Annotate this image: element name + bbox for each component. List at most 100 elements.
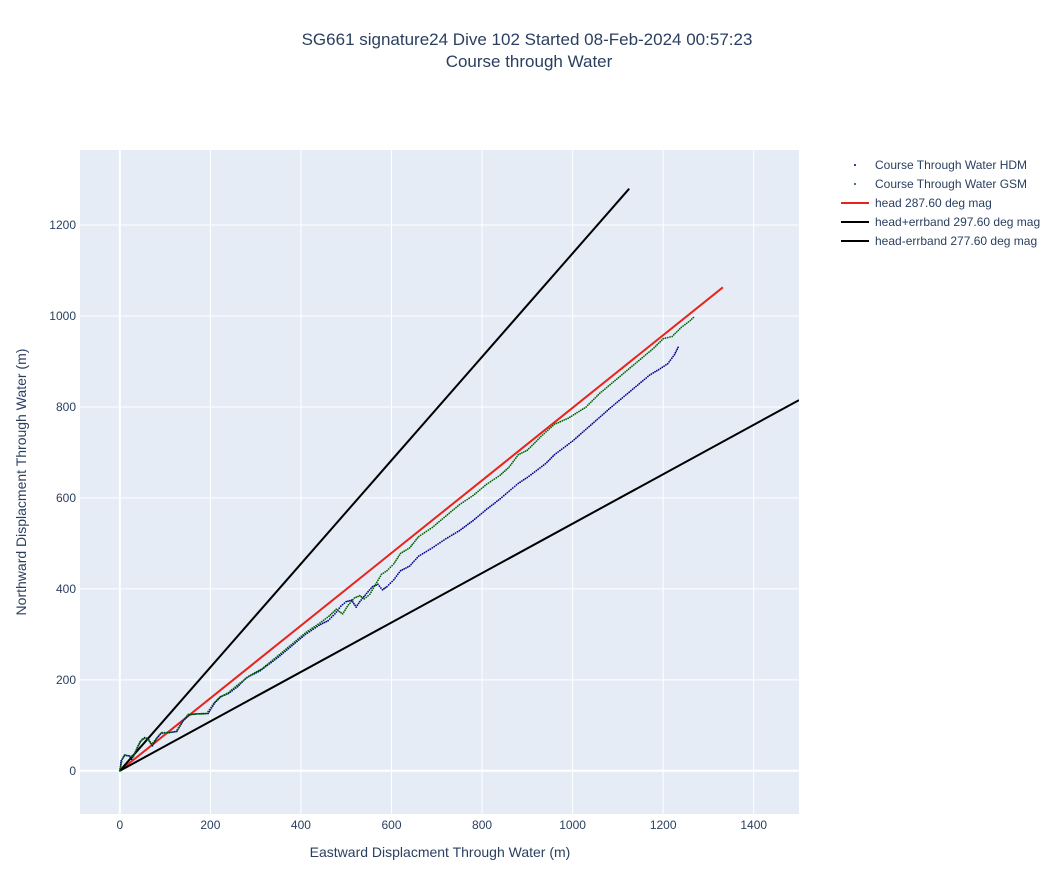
- data-point: [446, 536, 449, 539]
- data-point: [363, 595, 365, 598]
- data-point: [395, 575, 398, 577]
- data-point: [475, 516, 478, 519]
- data-point: [538, 437, 541, 439]
- legend[interactable]: Course Through Water HDM Course Through W…: [841, 158, 1040, 248]
- data-point: [621, 397, 624, 399]
- data-point: [472, 519, 474, 522]
- data-point: [150, 743, 153, 746]
- data-point: [664, 337, 667, 340]
- data-point: [465, 524, 468, 527]
- data-point: [441, 518, 444, 520]
- data-point: [641, 356, 644, 359]
- data-point: [632, 364, 635, 366]
- data-point: [544, 462, 547, 465]
- legend-item-head-errband-277-60-deg-mag[interactable]: head-errband 277.60 deg mag: [841, 234, 1037, 248]
- data-point: [615, 378, 618, 380]
- data-point: [197, 713, 200, 715]
- data-point: [557, 451, 559, 453]
- data-point: [654, 370, 656, 373]
- data-point: [417, 555, 420, 557]
- data-point: [347, 603, 350, 606]
- x-tick-label: 600: [381, 818, 401, 832]
- data-point: [387, 584, 390, 586]
- data-point: [438, 520, 440, 523]
- data-point: [351, 601, 354, 603]
- data-point: [427, 549, 430, 552]
- data-point: [334, 613, 336, 615]
- data-point: [399, 552, 402, 555]
- data-point: [131, 756, 134, 759]
- data-point: [637, 359, 640, 362]
- data-point: [652, 372, 655, 374]
- data-point: [389, 582, 392, 585]
- data-point: [401, 568, 404, 571]
- data-point: [370, 591, 372, 594]
- data-point: [573, 438, 576, 441]
- data-point: [120, 760, 123, 763]
- data-point: [508, 490, 511, 492]
- data-point: [591, 400, 594, 402]
- data-point: [414, 558, 417, 561]
- data-point: [568, 442, 570, 445]
- data-point: [487, 482, 490, 484]
- data-point: [515, 484, 518, 486]
- data-point: [513, 485, 516, 488]
- data-point: [674, 351, 677, 354]
- data-point: [399, 569, 402, 572]
- data-point: [345, 607, 347, 610]
- data-point: [126, 754, 129, 757]
- data-point: [653, 346, 655, 349]
- data-point: [379, 575, 382, 578]
- data-point: [398, 571, 401, 574]
- data-point: [604, 411, 607, 413]
- data-point: [502, 471, 505, 474]
- data-point: [579, 432, 582, 435]
- data-point: [410, 545, 412, 548]
- data-point: [317, 623, 319, 626]
- data-point: [261, 667, 264, 670]
- data-point: [386, 585, 388, 588]
- data-point: [669, 336, 671, 338]
- data-point: [219, 696, 221, 698]
- data-point: [565, 418, 567, 421]
- data-point: [416, 556, 419, 559]
- data-point: [377, 579, 379, 582]
- data-point: [541, 434, 544, 436]
- data-point: [401, 551, 404, 554]
- legend-item-course-through-water-gsm[interactable]: Course Through Water GSM: [854, 177, 1027, 191]
- data-point: [367, 590, 369, 593]
- data-point: [504, 493, 507, 496]
- data-point: [331, 612, 333, 615]
- data-point: [380, 573, 383, 576]
- data-point: [593, 421, 595, 424]
- data-point: [623, 395, 625, 398]
- legend-item-course-through-water-hdm[interactable]: Course Through Water HDM: [854, 158, 1027, 172]
- legend-item-head-errband-297-60-deg-mag[interactable]: head+errband 297.60 deg mag: [841, 215, 1040, 229]
- data-point: [360, 599, 363, 601]
- data-point: [187, 713, 190, 716]
- data-point: [129, 756, 132, 759]
- data-point: [141, 738, 144, 740]
- data-point: [276, 655, 279, 658]
- data-point: [550, 456, 553, 459]
- data-point: [342, 611, 345, 613]
- data-point: [570, 415, 573, 417]
- data-point: [618, 399, 620, 402]
- data-point: [384, 571, 387, 573]
- data-point: [485, 508, 488, 511]
- data-point: [468, 497, 470, 500]
- data-point: [501, 496, 503, 499]
- data-point: [398, 554, 401, 556]
- data-point: [588, 425, 590, 428]
- data-point: [214, 701, 217, 703]
- data-point: [355, 596, 358, 599]
- legend-item-head-287-60-deg-mag[interactable]: head 287.60 deg mag: [841, 196, 992, 210]
- data-point: [378, 577, 381, 580]
- data-point: [453, 508, 456, 510]
- data-point: [227, 691, 230, 694]
- data-point: [153, 739, 156, 742]
- data-point: [607, 408, 610, 411]
- data-point: [591, 422, 594, 425]
- data-point: [564, 445, 567, 448]
- data-point: [181, 720, 184, 723]
